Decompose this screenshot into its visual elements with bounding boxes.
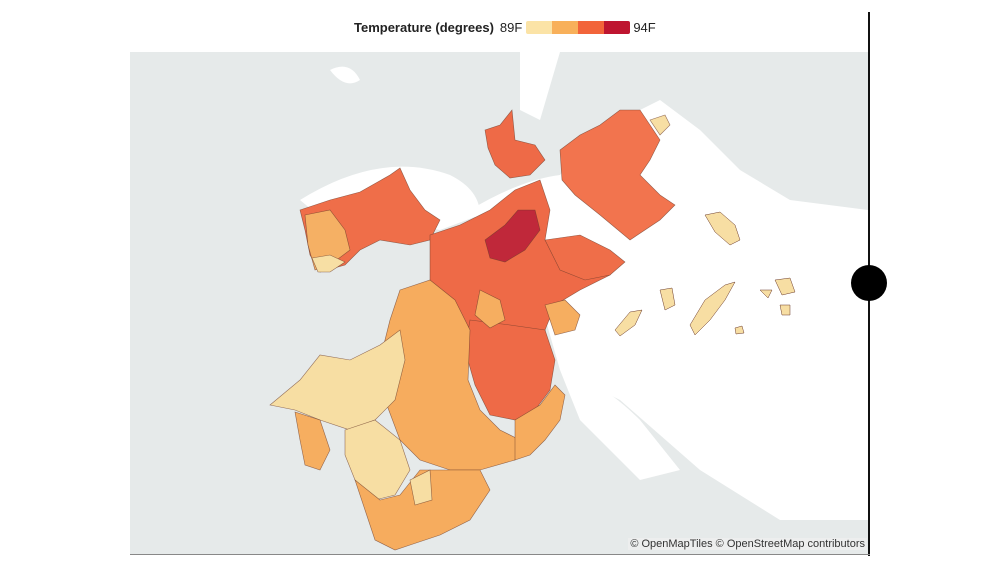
region-hyde-park[interactable] xyxy=(354,469,491,551)
region-mattapan[interactable] xyxy=(409,469,433,506)
region-fens[interactable] xyxy=(474,289,506,329)
legend-swatch-2 xyxy=(552,21,579,34)
legend-min-label: 89F xyxy=(499,20,523,35)
map-svg xyxy=(269,52,868,551)
harbor-islands xyxy=(614,211,796,337)
region-chelsea-point[interactable] xyxy=(649,114,671,136)
region-east-boston[interactable] xyxy=(559,109,676,241)
island[interactable] xyxy=(759,289,773,299)
island[interactable] xyxy=(659,287,676,311)
frame-border-bottom xyxy=(130,554,870,555)
legend-max-label: 94F xyxy=(633,20,656,35)
island[interactable] xyxy=(614,309,643,337)
legend-title: Temperature (degrees) xyxy=(354,20,494,35)
neighborhood-polygons xyxy=(269,109,676,551)
map-canvas[interactable] xyxy=(130,52,868,555)
region-west-roxbury[interactable] xyxy=(269,329,406,431)
region-brighton-west[interactable] xyxy=(304,209,351,271)
island[interactable] xyxy=(734,325,745,335)
region-south-boston[interactable] xyxy=(544,234,626,281)
region-roslindale[interactable] xyxy=(294,411,331,471)
island[interactable] xyxy=(774,277,796,296)
legend-swatch-3 xyxy=(578,21,605,34)
region-west-roxbury-south[interactable] xyxy=(344,419,411,501)
map-attribution[interactable]: © OpenMapTiles © OpenStreetMap contribut… xyxy=(628,538,867,550)
legend: Temperature (degrees) 89F 94F xyxy=(354,20,656,35)
legend-swatch-1 xyxy=(526,21,553,34)
region-back-bay-core[interactable] xyxy=(484,209,541,263)
island[interactable] xyxy=(689,281,736,336)
island[interactable] xyxy=(704,211,741,246)
slider-handle[interactable] xyxy=(851,265,887,301)
region-dorchester-south[interactable] xyxy=(514,384,566,461)
region-columbia-point[interactable] xyxy=(544,299,581,336)
legend-swatch-4 xyxy=(604,21,631,34)
island[interactable] xyxy=(779,304,791,316)
region-brighton-southwest[interactable] xyxy=(311,254,346,273)
region-charlestown[interactable] xyxy=(484,109,546,179)
